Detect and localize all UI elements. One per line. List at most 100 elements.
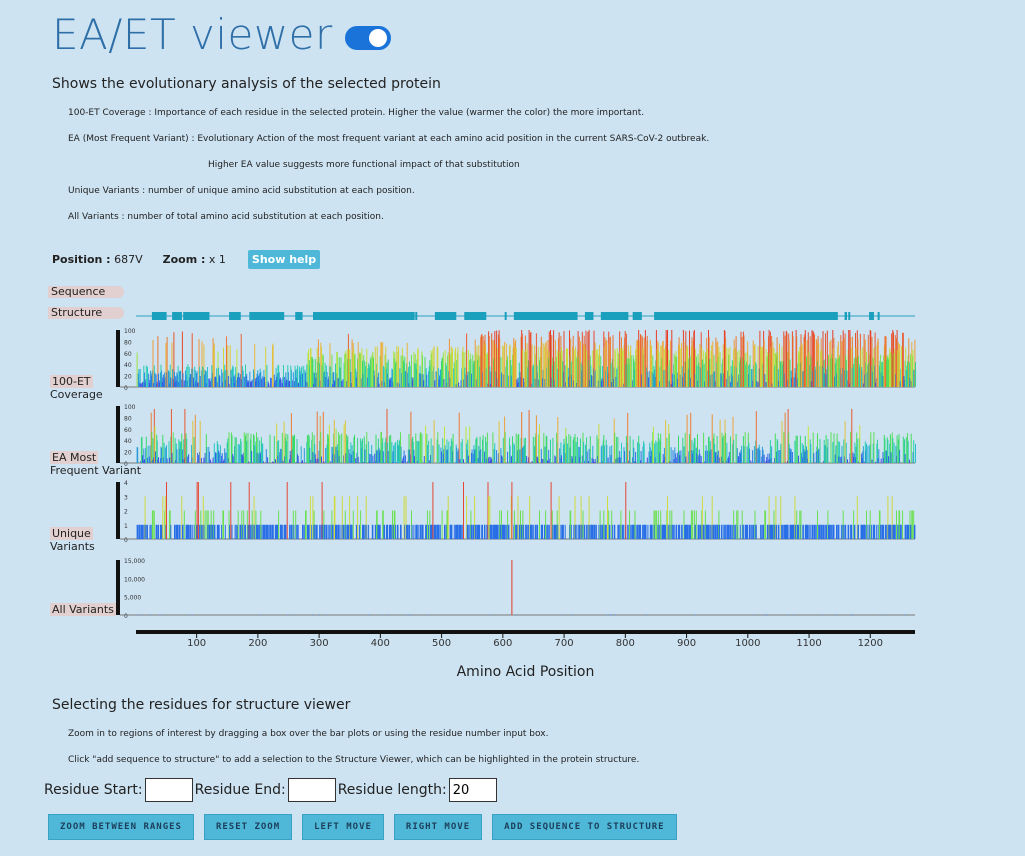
et-coverage-bar [911,355,913,387]
et-coverage-bar [231,368,233,387]
residue-length-input[interactable] [448,778,497,802]
unique-variants-bar [350,524,352,540]
show-help-button[interactable]: Show help [247,250,321,269]
et-coverage-bar [467,372,469,387]
unique-variants-bar [537,524,539,540]
et-coverage-bar [723,330,725,387]
et-coverage-bar [505,366,507,387]
et-coverage-bar [652,373,654,387]
et-coverage-bar [368,363,370,387]
unique-variants-bar [595,524,597,540]
unique-variants-bar [711,496,713,540]
right-move-button[interactable]: RIGHT MOVE [393,814,483,840]
et-coverage-bar [178,371,180,387]
ea-bar [502,437,504,463]
et-coverage-bar [278,372,280,387]
ea-label-line2: Frequent Variant [50,464,142,477]
unique-variants-bar [489,496,491,540]
ea-bar [255,441,257,463]
unique-variants-bar [265,524,267,540]
ea-bar [778,450,780,463]
ea-bar [260,454,262,463]
et-coverage-bar [609,336,611,387]
residue-end-input[interactable] [287,778,336,802]
unique-variants-bar [769,524,771,540]
all-variants-bar [851,614,853,616]
et-coverage-bar [302,373,303,387]
unique-variants-bar [253,524,254,540]
all-variants-bar [410,614,412,616]
et-coverage-bar [280,379,282,387]
et-coverage-bar [472,364,474,387]
reset-zoom-button[interactable]: RESET ZOOM [203,814,293,840]
unique-variants-bar [881,524,883,540]
ea-bar [780,443,782,463]
et-coverage-bar [650,345,652,387]
view-toggle[interactable] [344,25,391,50]
unique-variants-bar [540,524,542,540]
structure-segment [848,312,851,320]
ea-bar [871,459,873,463]
left-move-button[interactable]: LEFT MOVE [302,814,384,840]
unique-variants-bar [344,524,346,540]
ea-bar [344,420,346,463]
et-coverage-bar [607,372,609,387]
chart-canvas[interactable]: 1008060402001008060402004321015,00010,00… [0,0,1025,690]
et-coverage-bar [408,383,410,387]
unique-variants-bar [632,524,634,540]
et-coverage-bar [235,367,237,387]
all-variants-bar [879,614,881,616]
ea-bar [668,424,670,463]
et-coverage-bar [733,339,735,387]
unique-variants-bar [302,524,304,540]
et-coverage-bar [519,371,521,387]
unique-variants-bar [634,510,636,539]
unique-variants-bar [425,524,427,540]
et-coverage-bar [643,354,645,387]
et-coverage-bar [810,381,812,387]
ea-bar [234,437,236,463]
unique-variants-bar [516,524,518,540]
unique-variants-bar [336,524,338,540]
ea-bar [474,449,476,463]
unique-variants-bar [332,524,334,540]
ea-bar [179,441,181,463]
ea-bar [783,431,785,463]
et-coverage-bar [860,349,862,387]
residue-start-input[interactable] [144,778,193,802]
unique-variants-bar [679,524,681,540]
et-coverage-bar [908,362,910,387]
et-coverage-bar [190,374,192,387]
all-variants-bar [140,614,142,616]
add-sequence-to-structure-button[interactable]: ADD SEQUENCE TO STRUCTURE [492,814,677,840]
et-coverage-bar [454,350,456,387]
et-coverage-bar [577,331,579,387]
unique-variants-bar [445,524,447,540]
ea-bar [153,457,155,463]
unique-variants-bar [736,510,738,539]
unique-variants-bar [665,524,667,540]
unique-variants-bar [902,510,904,539]
et-coverage-bar [467,350,469,387]
unique-variants-bar [558,496,560,540]
unique-variants-bar [762,524,764,540]
ea-bar [400,432,401,463]
et-coverage-bar [366,377,368,387]
et-coverage-bar [764,374,766,387]
unique-variants-bar [156,524,158,540]
et-coverage-bar [571,374,573,387]
unique-variants-bar [275,524,276,540]
zoom-between-ranges-button[interactable]: ZOOM BETWEEN RANGES [48,814,194,840]
ea-bar [628,460,630,463]
ea-bar [521,447,523,463]
ea-bar [243,432,245,463]
et-coverage-bar [294,381,295,387]
ea-bar [638,443,640,463]
et-coverage-bar [278,365,280,387]
unique-variants-bar [349,496,351,540]
et-coverage-bar [800,334,802,387]
et-coverage-bar [456,352,458,387]
ea-bar [618,457,620,463]
ea-bar [455,444,457,463]
et-coverage-bar [670,383,672,387]
